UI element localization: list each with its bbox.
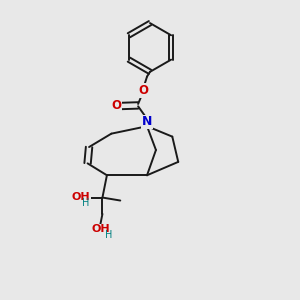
Text: O: O [111, 99, 122, 112]
Text: H: H [105, 230, 112, 240]
Text: O: O [138, 84, 148, 97]
Text: OH: OH [92, 224, 110, 234]
Text: H: H [82, 199, 90, 208]
Text: N: N [142, 115, 152, 128]
Text: OH: OH [71, 192, 90, 202]
